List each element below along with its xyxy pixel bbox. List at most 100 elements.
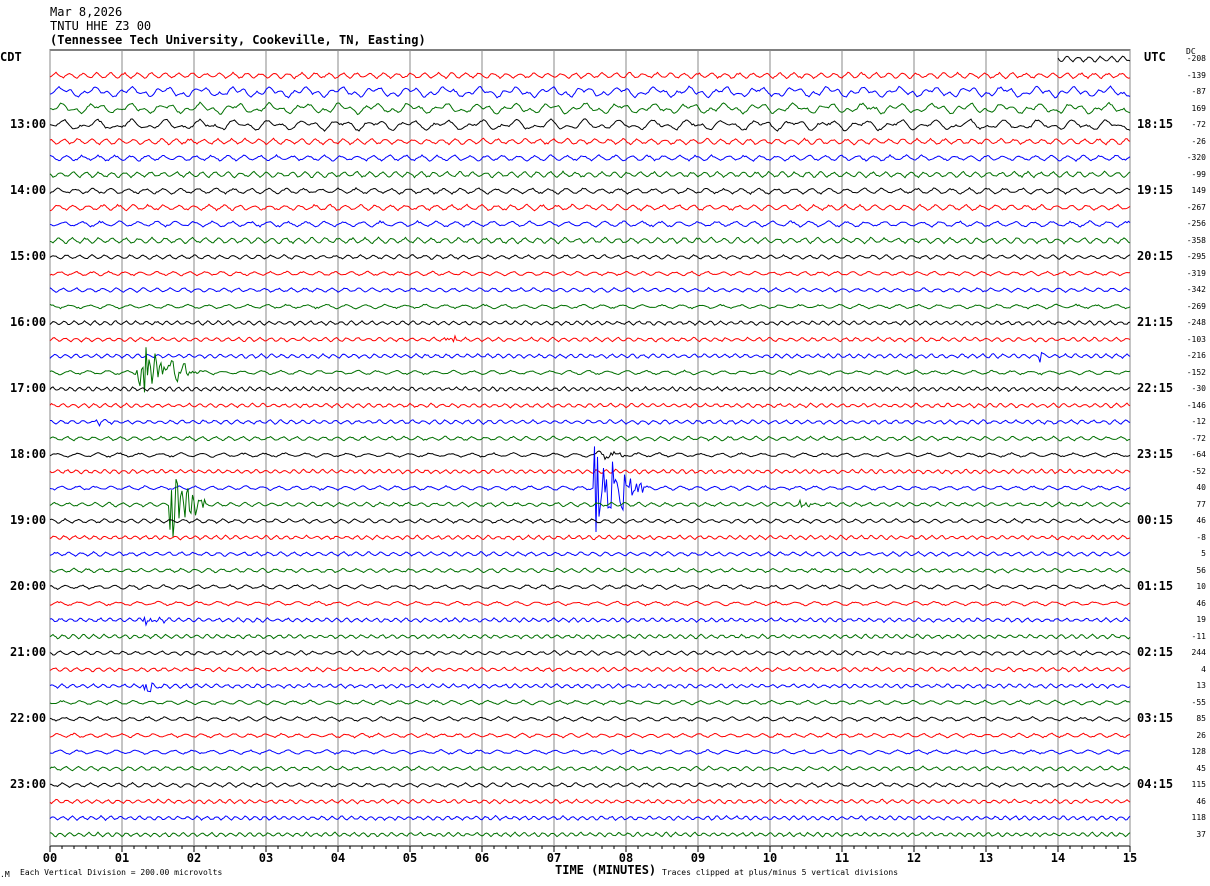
dc-offset-label: -267: [1186, 202, 1206, 212]
seismic-trace: [49, 286, 1131, 294]
seismic-trace: [49, 650, 1131, 656]
cdt-time-label: 13:00: [10, 117, 47, 131]
dc-offset-label: 56: [1196, 565, 1206, 575]
seismic-trace: [49, 170, 1131, 179]
dc-offset-label: -216: [1186, 351, 1206, 360]
seismic-trace: [49, 450, 1131, 461]
dc-offset-label: -30: [1191, 384, 1206, 393]
seismic-trace: [49, 253, 1131, 261]
seismic-trace: [49, 765, 1131, 772]
cdt-time-label: 22:00: [10, 711, 47, 725]
dc-offset-label: -256: [1186, 219, 1206, 228]
seismic-trace: [49, 118, 1131, 132]
seismic-trace: [49, 600, 1131, 607]
seismic-trace: [49, 402, 1131, 409]
dc-offset-label: -52: [1191, 466, 1206, 476]
dc-offset-label: 149: [1191, 186, 1206, 195]
cdt-time-label: 18:00: [10, 447, 47, 461]
dc-offset-label: 115: [1191, 780, 1206, 789]
dc-offset-label: -295: [1186, 252, 1206, 261]
seismic-trace: [49, 334, 1131, 343]
utc-time-label: 18:15: [1137, 117, 1174, 131]
header-date: Mar 8,2026: [50, 5, 123, 19]
dc-offset-label: 85: [1196, 714, 1206, 723]
plot-frame: [49, 49, 1131, 847]
logo-mark: .M: [0, 870, 10, 879]
seismic-trace: [49, 153, 1131, 162]
x-tick-label: 06: [475, 851, 489, 865]
dc-offset-label: -72: [1191, 433, 1206, 443]
cdt-time-label: 17:00: [10, 381, 47, 395]
cdt-time-label: 20:00: [10, 579, 47, 593]
seismic-trace: [49, 814, 1131, 822]
dc-offset-label: 77: [1196, 499, 1206, 509]
dc-offset-label: -248: [1186, 318, 1206, 327]
seismic-trace: [49, 468, 1131, 475]
x-tick-label: 10: [763, 851, 777, 865]
seismic-trace: [49, 435, 1131, 442]
dc-offset-label: 45: [1196, 763, 1206, 773]
dc-offset-label: -139: [1186, 70, 1206, 80]
dc-offset-label: -87: [1191, 87, 1206, 96]
clip-note: Traces clipped at plus/minus 5 vertical …: [662, 868, 899, 877]
seismic-trace: [49, 385, 1131, 392]
header-station: TNTU HHE Z3 00: [50, 19, 152, 33]
x-tick-label: 14: [1051, 851, 1065, 865]
cdt-time-label: 21:00: [10, 645, 47, 659]
dc-offset-label: 26: [1196, 730, 1206, 740]
dc-offset-label: -269: [1186, 301, 1206, 311]
seismic-trace: [49, 71, 1131, 80]
dc-offset-label: -342: [1186, 285, 1206, 294]
utc-time-label: 03:15: [1137, 711, 1174, 725]
x-tick-label: 08: [619, 851, 633, 865]
utc-time-label: 23:15: [1137, 447, 1174, 461]
cdt-time-label: 23:00: [10, 777, 47, 791]
seismic-trace: [49, 534, 1131, 541]
x-axis-label: TIME (MINUTES): [555, 863, 657, 877]
utc-time-label: 19:15: [1137, 183, 1174, 197]
seismic-trace: [49, 446, 1131, 533]
x-tick-label: 05: [403, 851, 417, 865]
seismic-trace: [49, 633, 1131, 640]
seismic-trace: [49, 203, 1131, 212]
x-tick-label: 13: [979, 851, 993, 865]
dc-offset-label: -64: [1191, 450, 1206, 459]
dc-offset-label: 40: [1196, 483, 1206, 492]
dc-offset-label: 4: [1201, 664, 1206, 674]
dc-offset-label: -152: [1186, 367, 1206, 377]
utc-time-label: 20:15: [1137, 249, 1174, 263]
seismic-trace: [49, 781, 1131, 789]
utc-time-label: 02:15: [1137, 645, 1174, 659]
x-tick-label: 01: [115, 851, 129, 865]
seismic-trace: [49, 583, 1131, 591]
x-tick-label: 00: [43, 851, 57, 865]
cdt-time-label: 15:00: [10, 249, 47, 263]
dc-offset-label: -26: [1191, 136, 1206, 146]
dc-offset-label: -55: [1191, 697, 1206, 707]
dc-label: DC: [1186, 47, 1196, 56]
seismic-trace: [49, 615, 1131, 627]
dc-offset-label: 128: [1191, 747, 1206, 756]
dc-offset-label: -12: [1191, 417, 1206, 426]
dc-offset-label: -320: [1186, 153, 1206, 162]
utc-time-label: 00:15: [1137, 513, 1174, 527]
seismic-trace: [49, 732, 1131, 739]
dc-offset-label: -319: [1186, 268, 1206, 278]
cdt-time-label: 16:00: [10, 315, 47, 329]
dc-offset-label: 13: [1196, 681, 1206, 690]
dc-offset-label: -99: [1191, 169, 1206, 179]
seismic-trace: [49, 319, 1131, 327]
x-tick-label: 02: [187, 851, 201, 865]
seismic-trace: [49, 567, 1131, 574]
seismic-trace: [49, 236, 1131, 245]
cdt-time-label: 19:00: [10, 513, 47, 527]
x-tick-label: 15: [1123, 851, 1137, 865]
seismic-trace: [49, 479, 1131, 537]
seismic-trace: [1057, 55, 1131, 63]
dc-offset-label: -72: [1191, 120, 1206, 129]
x-tick-label: 09: [691, 851, 705, 865]
x-tick-label: 07: [547, 851, 561, 865]
left-timezone: CDT: [0, 50, 22, 64]
right-timezone: UTC: [1144, 50, 1166, 64]
